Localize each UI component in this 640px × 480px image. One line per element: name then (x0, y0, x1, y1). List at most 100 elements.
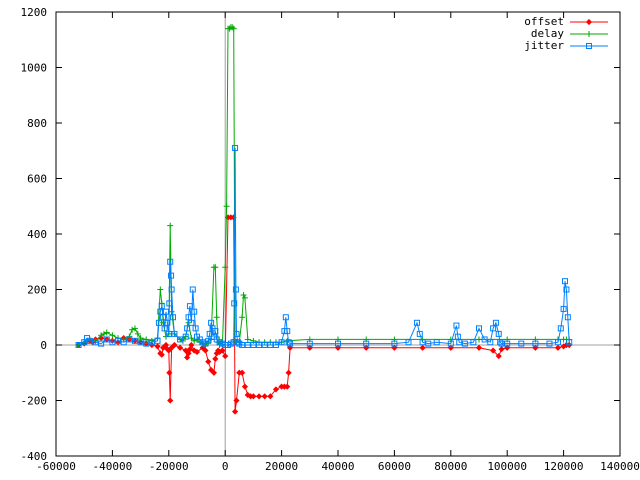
data-point-jitter (250, 342, 257, 348)
data-point-offset (232, 408, 239, 415)
data-point-delay (134, 330, 141, 337)
data-point-delay (157, 286, 164, 293)
y-tick-label: 1000 (21, 62, 48, 75)
data-point-jitter (447, 340, 454, 347)
data-point-jitter (562, 278, 569, 285)
data-point-delay (109, 332, 116, 339)
data-point-jitter (192, 325, 199, 332)
data-point-jitter (161, 325, 168, 332)
data-point-jitter (554, 339, 561, 346)
data-point-jitter (126, 336, 133, 343)
data-point-jitter (75, 342, 82, 348)
data-point-delay (213, 314, 220, 321)
data-point-jitter (191, 308, 198, 315)
data-point-jitter (461, 340, 468, 347)
data-point-offset (166, 369, 173, 376)
x-tick-label: 0 (222, 460, 229, 473)
legend-label-delay: delay (531, 27, 564, 40)
data-point-jitter (495, 330, 502, 337)
data-point-jitter (282, 314, 289, 321)
data-point-offset (177, 344, 184, 351)
data-point-jitter (267, 342, 274, 348)
data-point-jitter (137, 339, 144, 346)
data-point-offset (205, 358, 212, 365)
data-point-jitter (564, 314, 571, 321)
data-point-offset (165, 347, 172, 354)
data-point-jitter (563, 286, 570, 293)
legend-marker-offset (585, 18, 593, 26)
data-point-offset (208, 366, 215, 374)
x-tick-label: -40000 (93, 460, 133, 473)
data-point-offset (255, 393, 263, 400)
data-point-jitter (184, 325, 191, 332)
data-point-offset (212, 355, 219, 362)
data-point-jitter (143, 340, 150, 347)
data-point-jitter (230, 339, 237, 346)
data-point-jitter (171, 330, 178, 337)
series-layer (75, 24, 573, 415)
data-point-jitter (212, 328, 219, 335)
data-point-jitter (160, 314, 167, 321)
data-point-offset (475, 344, 483, 351)
data-point-jitter (231, 300, 238, 307)
data-point-offset (241, 383, 249, 390)
data-point-jitter (476, 325, 482, 332)
legend-label-jitter: jitter (524, 39, 564, 52)
data-point-jitter (492, 319, 499, 326)
data-point-jitter (335, 340, 341, 347)
data-point-offset (267, 393, 274, 400)
y-tick-label: 0 (40, 339, 47, 352)
data-point-jitter (165, 330, 172, 337)
x-tick-label: -60000 (36, 460, 76, 473)
data-point-jitter (453, 322, 460, 329)
data-point-jitter (168, 286, 175, 293)
data-point-jitter (185, 314, 192, 321)
y-tick-label: 200 (27, 284, 47, 297)
data-point-delay (222, 264, 229, 271)
data-point-jitter (285, 339, 292, 346)
data-point-jitter (115, 337, 122, 344)
data-point-jitter (481, 336, 488, 343)
data-point-offset (210, 369, 217, 376)
data-point-offset (233, 397, 240, 404)
data-point-delay (223, 203, 230, 210)
data-point-offset (554, 344, 562, 351)
data-point-offset (498, 346, 505, 353)
y-tick-label: 1200 (21, 6, 48, 19)
data-point-offset (154, 343, 161, 350)
data-point-delay (103, 329, 110, 336)
data-point-jitter (413, 319, 420, 326)
data-point-delay (241, 294, 248, 301)
data-point-jitter (272, 342, 279, 348)
data-point-jitter (456, 339, 463, 346)
data-point-jitter (92, 339, 99, 346)
data-point-jitter (419, 339, 426, 346)
data-point-jitter (189, 286, 196, 293)
data-point-jitter (261, 342, 268, 348)
data-point-delay (476, 336, 482, 343)
data-point-jitter (244, 342, 251, 348)
data-point-offset (495, 353, 502, 360)
legend-marker-delay (586, 31, 592, 37)
data-point-jitter (416, 330, 423, 337)
data-point-offset (490, 347, 497, 354)
x-tick-label: 120000 (544, 460, 584, 473)
x-tick-label: 60000 (378, 460, 411, 473)
x-tick-label: 40000 (321, 460, 354, 473)
data-point-jitter (157, 308, 164, 315)
data-point-jitter (557, 325, 564, 332)
data-point-jitter (363, 340, 370, 347)
data-point-jitter (490, 325, 497, 332)
legend-label-offset: offset (524, 15, 564, 28)
data-point-offset (188, 341, 195, 349)
data-point-jitter (120, 339, 127, 346)
data-point-jitter (167, 258, 174, 265)
data-point-delay (129, 326, 136, 333)
data-point-offset (162, 341, 170, 349)
data-point-jitter (518, 340, 525, 347)
data-point-jitter (103, 336, 110, 343)
data-point-jitter (504, 340, 511, 347)
data-point-delay (240, 292, 247, 299)
x-tick-label: 80000 (434, 460, 467, 473)
data-point-delay (212, 264, 219, 271)
